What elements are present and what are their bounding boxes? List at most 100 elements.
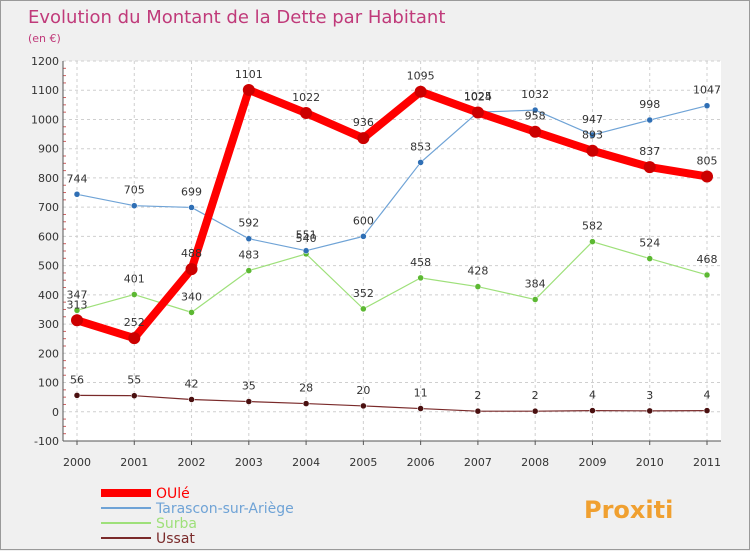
series-2-data-label: 540 xyxy=(296,232,317,245)
series-0-point xyxy=(529,125,542,138)
x-tick-label: 2006 xyxy=(407,456,435,469)
series-3-data-label: 2 xyxy=(532,389,539,402)
series-1-data-label: 1025 xyxy=(464,90,492,103)
y-tick-label: 500 xyxy=(38,260,59,273)
series-2-point xyxy=(646,255,653,262)
y-tick-label: 1100 xyxy=(31,84,59,97)
series-3-data-label: 35 xyxy=(242,380,256,393)
y-tick-label: 300 xyxy=(38,318,59,331)
legend-label: Ussat xyxy=(156,531,195,547)
series-3-point xyxy=(245,398,253,405)
series-1-point xyxy=(417,159,424,166)
series-0-data-label: 488 xyxy=(181,247,202,260)
series-3-point xyxy=(531,407,539,415)
y-tick-label: 800 xyxy=(38,172,59,185)
series-2-point xyxy=(589,238,596,245)
series-0-point xyxy=(300,107,313,120)
series-3-point xyxy=(360,402,367,410)
series-1-data-label: 998 xyxy=(639,98,660,111)
series-3-point xyxy=(131,392,138,399)
series-3-point xyxy=(646,407,653,415)
series-1-point xyxy=(589,131,596,139)
x-tick-label: 2009 xyxy=(578,456,606,469)
y-tick-label: 1000 xyxy=(31,113,59,126)
series-2-data-label: 340 xyxy=(181,290,202,303)
series-0-data-label: 805 xyxy=(697,154,718,167)
series-3-data-label: 2 xyxy=(474,389,481,402)
series-3-data-label: 11 xyxy=(414,387,428,400)
series-1-point xyxy=(73,191,81,198)
series-3-point xyxy=(417,405,424,412)
series-0-data-label: 936 xyxy=(353,116,374,129)
data-labels: 313 252 488 1101 1022 936 1095 1024 958 893 837 805… xyxy=(67,68,722,402)
logo-text: Proxiti xyxy=(584,496,673,524)
series-2-data-label: 401 xyxy=(124,273,145,286)
y-tick-label: 0 xyxy=(52,406,59,419)
series-2-point xyxy=(73,307,81,314)
axes: -100 0 100 200 300 400 500 600 700 800 900 1000 1100… xyxy=(31,55,721,469)
series-2-data-label: 352 xyxy=(353,287,374,300)
x-tick-label: 2002 xyxy=(178,456,206,469)
series-3-point xyxy=(703,407,711,414)
y-tick-label: 900 xyxy=(38,143,59,156)
plot-area xyxy=(63,61,721,441)
y-tick-label: 1200 xyxy=(31,55,59,68)
y-tick-label: 600 xyxy=(38,230,59,243)
series-1-point xyxy=(703,102,711,109)
series-3-data-label: 4 xyxy=(589,389,596,402)
x-tick-label: 2011 xyxy=(693,456,721,469)
series-2-point xyxy=(245,267,253,274)
series-2-point xyxy=(131,291,138,298)
series-3-point xyxy=(589,407,596,414)
series-1-point xyxy=(131,202,138,209)
series-3-data-label: 56 xyxy=(70,373,84,386)
legend-label: Surba xyxy=(156,516,197,532)
series-1-point xyxy=(646,116,653,124)
series-0-data-label: 313 xyxy=(67,298,88,311)
chart-title: Evolution du Montant de la Dette par Hab… xyxy=(28,7,445,28)
series-0-point xyxy=(128,332,141,345)
series-3-data-label: 42 xyxy=(185,377,199,390)
series-1-data-label: 699 xyxy=(181,185,202,198)
series-3-data-label: 4 xyxy=(704,389,711,402)
series-3-point xyxy=(188,396,195,403)
series-0-data-label: 1095 xyxy=(407,70,435,83)
x-tick-label: 2010 xyxy=(636,456,664,469)
series-2-data-label: 582 xyxy=(582,220,603,233)
series-1-point xyxy=(188,204,195,211)
x-tick-label: 2007 xyxy=(464,456,492,469)
x-tick-label: 2000 xyxy=(63,456,91,469)
series-1-point xyxy=(245,235,253,242)
series-lines xyxy=(71,83,713,415)
series-0-point xyxy=(643,161,656,174)
series-2-data-label: 483 xyxy=(238,249,259,262)
series-3-point xyxy=(474,407,482,415)
series-0-point xyxy=(414,85,427,98)
series-2-data-label: 458 xyxy=(410,256,431,269)
chart-subtitle: (en €) xyxy=(28,32,61,45)
x-tick-label: 2001 xyxy=(120,456,148,469)
x-tick-label: 2008 xyxy=(521,456,549,469)
series-3-data-label: 3 xyxy=(646,389,653,402)
series-1-data-label: 705 xyxy=(124,184,145,197)
series-2-point xyxy=(417,274,424,282)
series-2-point xyxy=(188,309,195,316)
series-1-data-label: 551 xyxy=(296,229,317,242)
x-tick-label: 2003 xyxy=(235,456,263,469)
series-0-data-label: 1024 xyxy=(464,90,492,103)
series-2-point xyxy=(703,271,711,279)
series-0-data-label: 1022 xyxy=(292,91,320,104)
series-0-data-label: 837 xyxy=(639,145,660,158)
series-2-point xyxy=(531,296,539,303)
series-1-data-label: 1047 xyxy=(693,84,721,97)
series-1-data-label: 947 xyxy=(582,113,603,126)
legend-label: Tarascon-sur-Ariège xyxy=(155,501,294,517)
series-1-point xyxy=(302,247,310,254)
series-1-data-label: 1032 xyxy=(521,88,549,101)
series-0-data-label: 1101 xyxy=(235,68,263,81)
series-3-point xyxy=(73,392,81,399)
series-2-data-label: 428 xyxy=(467,265,488,278)
series-3-line xyxy=(76,394,708,412)
